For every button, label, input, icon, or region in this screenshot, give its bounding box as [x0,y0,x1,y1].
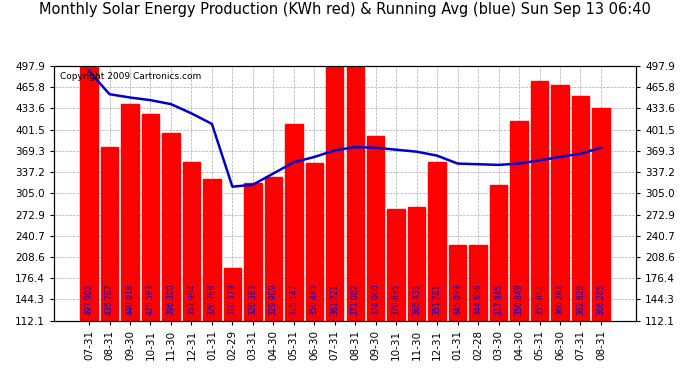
Bar [80,66,98,375]
Bar [141,114,159,375]
Text: 351.781: 351.781 [433,284,442,315]
Text: 365.431: 365.431 [412,284,421,315]
Text: 329.909: 329.909 [269,284,278,315]
Bar [592,108,610,375]
Bar [162,133,179,375]
Bar [428,162,446,375]
Text: 352.994: 352.994 [187,284,196,315]
Bar [367,136,384,375]
Bar [224,268,241,375]
Text: Monthly Solar Energy Production (KWh red) & Running Avg (blue) Sun Sep 13 06:40: Monthly Solar Energy Production (KWh red… [39,2,651,17]
Bar [408,207,425,375]
Bar [285,124,302,375]
Text: 374.060: 374.060 [371,284,380,315]
Text: 320.383: 320.383 [248,284,257,315]
Bar [449,245,466,375]
Bar [346,66,364,375]
Bar [183,162,200,375]
Text: 355.851: 355.851 [535,284,544,315]
Text: 497.902: 497.902 [85,284,94,315]
Bar [490,185,507,375]
Bar [531,81,549,375]
Bar [511,121,528,375]
Bar [204,179,221,375]
Text: 366.285: 366.285 [596,284,605,315]
Bar [244,183,262,375]
Bar [101,147,118,375]
Bar [551,85,569,375]
Bar [572,96,589,375]
Text: 370.835: 370.835 [392,284,401,315]
Text: Copyright 2009 Cartronics.com: Copyright 2009 Cartronics.com [60,72,201,81]
Bar [121,104,139,375]
Text: 350.485: 350.485 [310,284,319,315]
Text: 345.039: 345.039 [453,284,462,315]
Bar [326,66,344,375]
Text: 317.845: 317.845 [494,284,503,315]
Bar [388,209,405,375]
Text: 360.283: 360.283 [555,284,564,315]
Text: 435.787: 435.787 [105,284,114,315]
Text: 362.828: 362.828 [576,284,585,315]
Text: 425.583: 425.583 [146,284,155,315]
Bar [306,163,323,375]
Text: 361.721: 361.721 [331,284,339,315]
Text: 326.768: 326.768 [208,284,217,315]
Text: 310.379: 310.379 [228,284,237,315]
Bar [469,245,486,375]
Text: 315.147: 315.147 [289,284,298,315]
Text: 344.656: 344.656 [473,284,482,315]
Bar [265,177,282,375]
Text: 396.380: 396.380 [166,284,175,315]
Text: 371.082: 371.082 [351,284,359,315]
Text: 440.018: 440.018 [126,284,135,315]
Text: 350.849: 350.849 [515,284,524,315]
